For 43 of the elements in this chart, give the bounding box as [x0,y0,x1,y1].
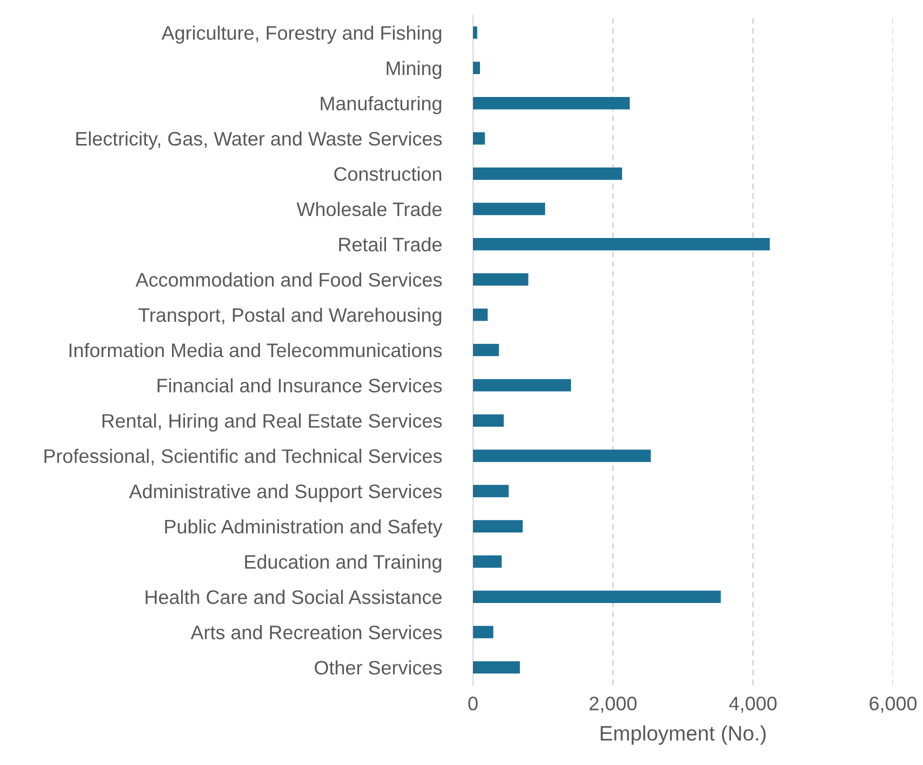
bar [473,661,520,674]
bar [473,238,770,250]
y-tick-label: Rental, Hiring and Real Estate Services [102,413,442,432]
bar [473,132,485,145]
bar [473,308,488,321]
y-tick-label: Retail Trade [339,237,442,252]
y-tick-label: Professional, Scientific and Technical Services [44,448,442,466]
bar [473,62,480,74]
y-tick-label: Construction [334,166,442,181]
bar [473,484,509,498]
bar [473,555,502,568]
y-tick-label: Accommodation and Food Services [136,272,442,287]
bar [473,168,622,180]
x-axis-title: Employment (No.) [600,725,766,745]
bar [473,344,499,356]
y-tick-label: Information Media and Telecommunications [70,342,442,358]
bar [473,450,651,462]
y-tick-label: Education and Training [245,554,442,573]
y-tick-label: Agriculture, Forestry and Fishing [162,26,442,44]
y-tick-label: Electricity, Gas, Water and Waste Services [76,131,442,150]
bar [473,26,478,39]
x-tick-label: 0 [468,696,478,710]
bar [473,414,504,427]
x-tick-label: 4,000 [729,696,777,713]
x-tick-label: 2,000 [590,696,637,713]
y-tick-label: Financial and Insurance Services [158,378,442,392]
y-tick-label: Arts and Recreation Services [190,625,442,640]
bar [473,96,630,110]
y-tick-label: Wholesale Trade [296,202,442,216]
bar [473,379,571,392]
y-tick-label: Administrative and Support Services [129,484,442,502]
bar [473,626,494,638]
bar [473,202,546,216]
bar [473,273,528,286]
y-tick-label: Mining [386,60,442,79]
y-tick-label: Health Care and Social Assistance [146,590,442,604]
y-tick-label: Other Services [314,660,442,675]
y-tick-label: Transport, Postal and Warehousing [138,308,442,326]
y-tick-label: Public Administration and Safety [165,519,442,538]
bar [473,520,523,532]
y-tick-label: Manufacturing [320,96,442,114]
x-tick-label: 6,000 [870,696,917,713]
bar [473,590,721,604]
